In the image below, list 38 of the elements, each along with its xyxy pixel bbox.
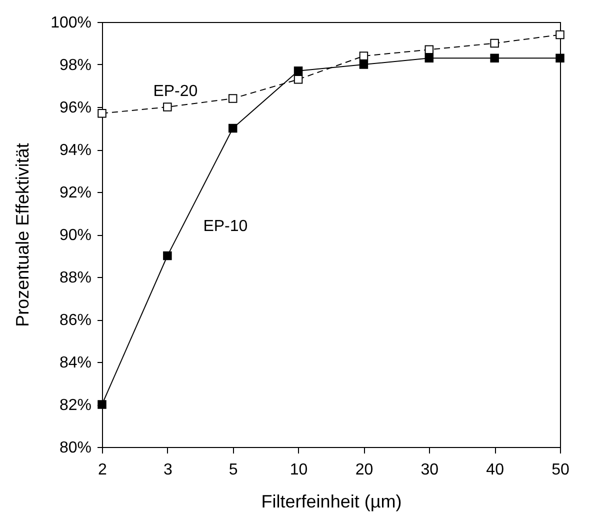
point <box>359 60 368 69</box>
point <box>163 102 172 112</box>
y-tick-label: 94% <box>59 142 92 159</box>
y-axis-title: Prozentuale Effektivität <box>12 143 33 327</box>
point <box>556 30 564 40</box>
point <box>228 94 238 103</box>
point <box>294 66 303 76</box>
point <box>490 38 499 48</box>
x-tick-label: 40 <box>486 462 504 478</box>
point <box>424 54 434 62</box>
y-tick-label: 82% <box>59 397 92 414</box>
point <box>294 75 303 84</box>
y-tick-label: 92% <box>59 184 92 202</box>
x-tick-label: 5 <box>228 462 238 478</box>
point <box>490 54 499 62</box>
x-tick-label: 2 <box>98 462 108 478</box>
x-tick-label: 3 <box>163 462 172 478</box>
x-tick-label: 30 <box>420 462 439 478</box>
y-tick-label: 98% <box>59 57 92 74</box>
point <box>163 251 172 260</box>
y-tick-label: 96% <box>59 100 92 116</box>
series-label: EP-20 <box>153 83 198 100</box>
point <box>424 45 434 54</box>
y-tick-label: 90% <box>59 227 92 244</box>
y-tick-label: 88% <box>59 270 92 286</box>
y-tick-label: 84% <box>59 354 92 372</box>
series-label: EP-10 <box>203 218 248 235</box>
y-tick-label: 100% <box>50 14 92 32</box>
point <box>98 109 106 118</box>
point <box>359 52 368 60</box>
x-tick-label: 10 <box>290 462 308 478</box>
point <box>556 54 564 62</box>
x-tick-label: 20 <box>355 462 374 478</box>
x-tick-label: 50 <box>552 462 570 478</box>
y-tick-label: 80% <box>59 440 92 456</box>
point <box>228 124 238 133</box>
x-axis-title: Filterfeinheit (µm) <box>261 492 402 512</box>
y-tick-label: 86% <box>59 312 92 329</box>
